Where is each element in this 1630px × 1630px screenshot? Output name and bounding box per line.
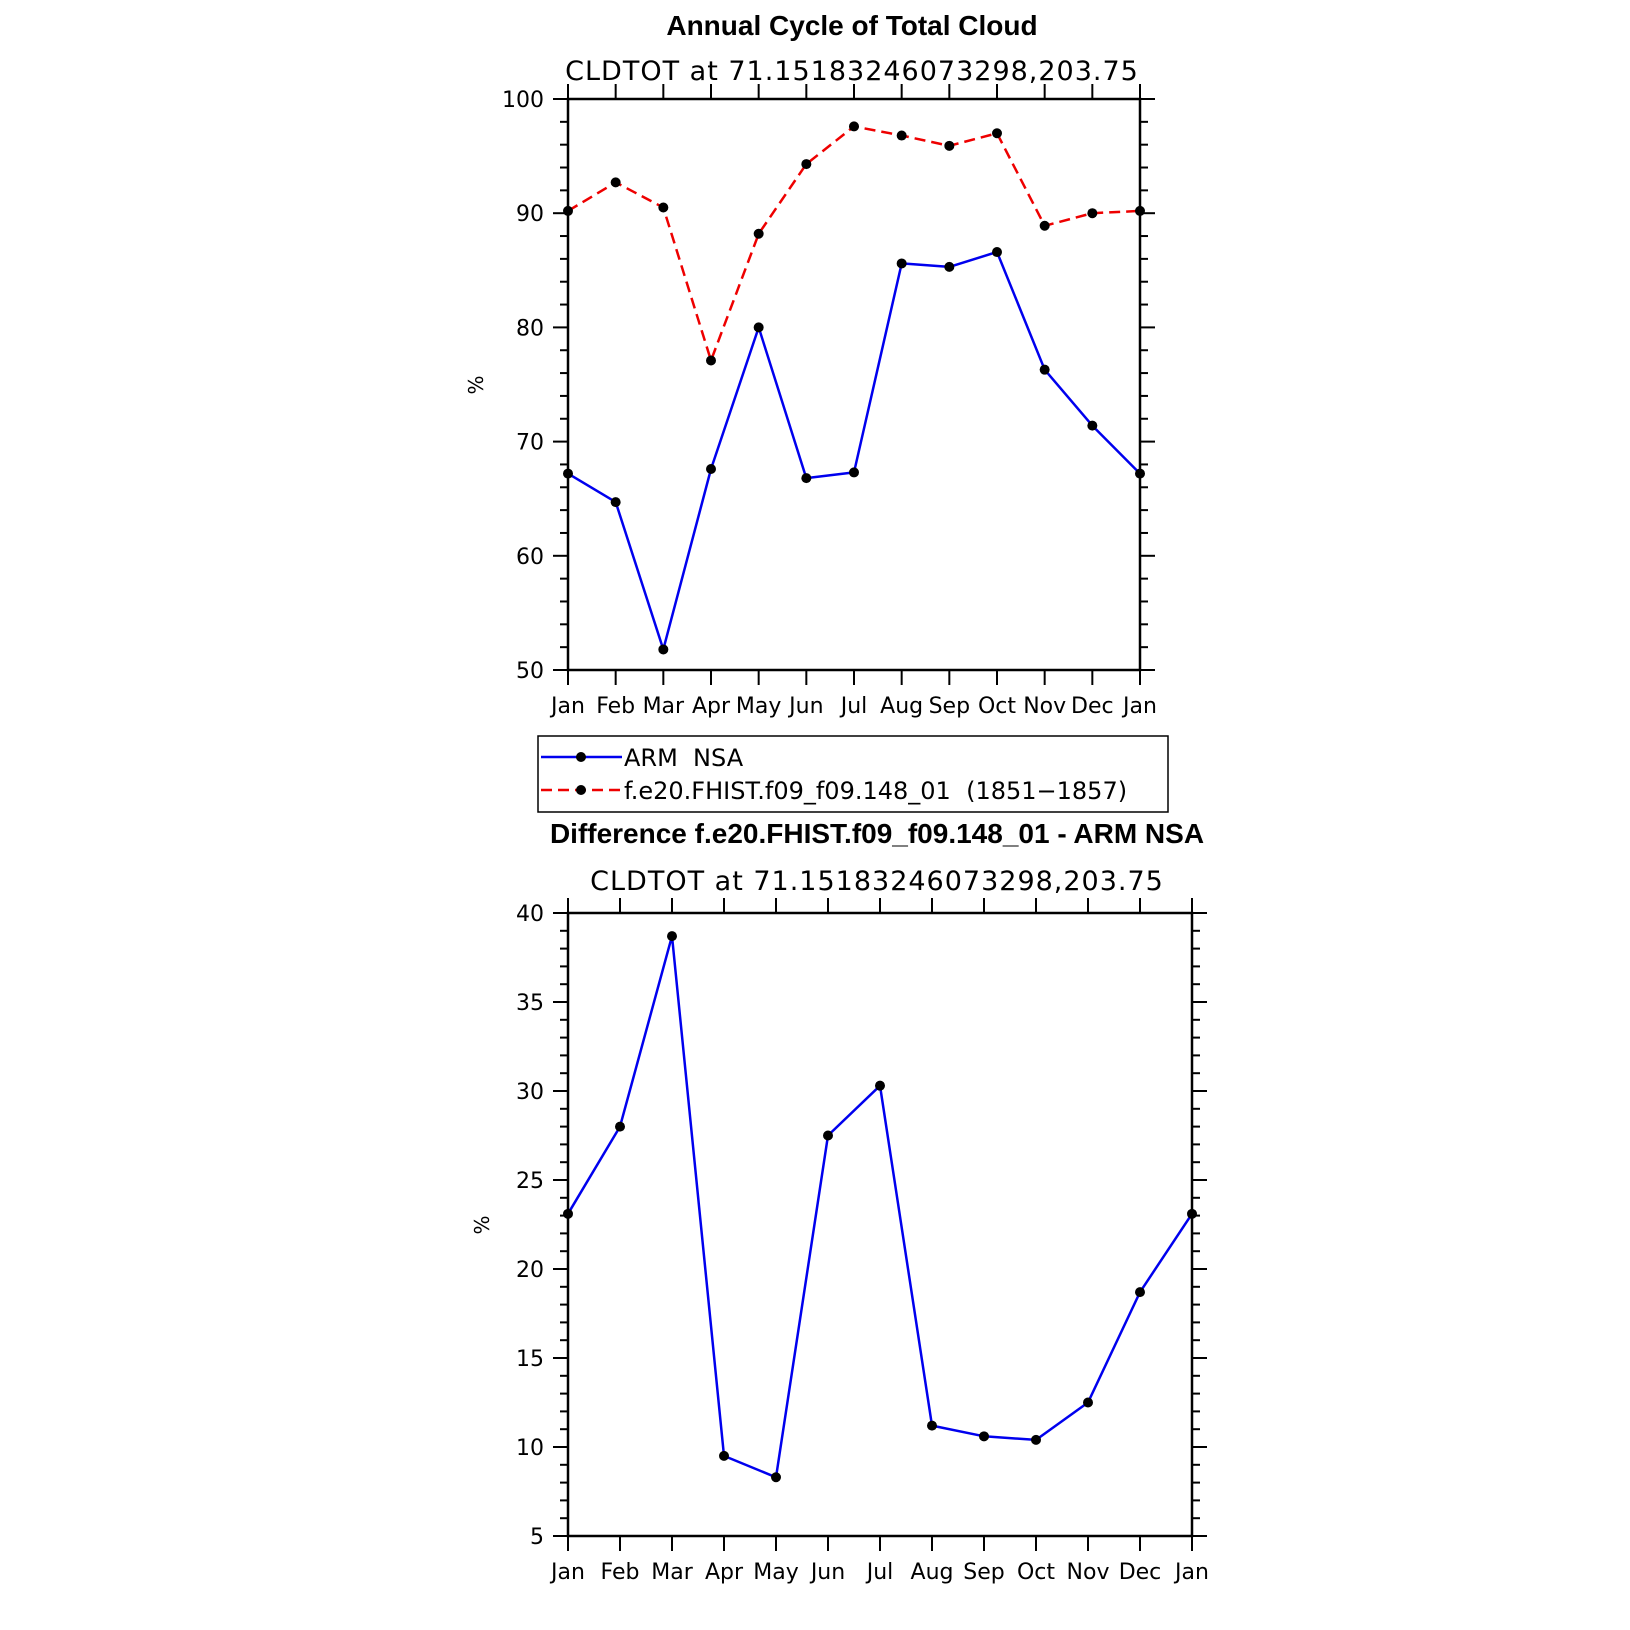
- data-point: [1135, 468, 1145, 479]
- x-tick-label: Feb: [601, 1560, 640, 1585]
- x-tick-label: Jan: [1173, 1560, 1209, 1585]
- y-tick-label: 30: [516, 1080, 544, 1105]
- data-point: [658, 202, 669, 213]
- legend-box: [537, 735, 1169, 813]
- data-point: [615, 1121, 625, 1132]
- data-point: [944, 261, 955, 272]
- annual-cycle-chart: Annual Cycle of Total Cloud CLDTOT at 71…: [464, 10, 1157, 719]
- data-point: [823, 1130, 833, 1141]
- legend-marker-model: [576, 785, 586, 795]
- data-point: [1087, 420, 1098, 431]
- chart-title: Difference f.e20.FHIST.f09_f09.148_01 - …: [550, 818, 1204, 849]
- x-tick-label: Mar: [651, 1560, 693, 1585]
- x-tick-label: Jun: [809, 1560, 845, 1585]
- data-point: [719, 1450, 729, 1461]
- x-tick-label: Dec: [1119, 1560, 1162, 1585]
- x-tick-label: Apr: [692, 694, 731, 719]
- data-point: [1187, 1208, 1197, 1219]
- data-point: [896, 130, 907, 141]
- data-point: [992, 247, 1002, 258]
- x-tick-label: Aug: [880, 694, 923, 719]
- legend-label-arm-nsa: ARM NSA: [624, 744, 744, 772]
- x-tick-label: Jul: [839, 694, 868, 719]
- y-tick-label: 70: [516, 431, 544, 456]
- legend-label-model: f.e20.FHIST.f09_f09.148_01 (1851−1857): [624, 777, 1127, 805]
- y-tick-label: 35: [516, 991, 544, 1016]
- series-line-1: [567, 125, 1141, 362]
- chart-subtitle: CLDTOT at 71.15183246073298,203.75: [565, 56, 1139, 87]
- data-point: [610, 497, 621, 508]
- data-point: [927, 1420, 937, 1431]
- legend: ARM NSA f.e20.FHIST.f09_f09.148_01 (1851…: [537, 735, 1169, 813]
- data-point: [992, 128, 1002, 139]
- data-point: [849, 121, 859, 132]
- x-tick-label: Mar: [643, 694, 685, 719]
- x-tick-label: Sep: [963, 1560, 1004, 1585]
- data-point: [1087, 208, 1098, 219]
- data-point: [1135, 1287, 1145, 1298]
- y-tick-label: 100: [502, 88, 544, 113]
- y-tick-label: 90: [516, 202, 544, 227]
- chart-title: Annual Cycle of Total Cloud: [666, 10, 1037, 41]
- series-line-0: [566, 934, 1194, 1479]
- data-point: [563, 468, 573, 479]
- y-tick-label: 80: [516, 316, 544, 341]
- data-point: [1031, 1434, 1041, 1445]
- data-point: [944, 140, 955, 151]
- data-point: [1135, 205, 1145, 216]
- x-tick-label: Nov: [1023, 694, 1066, 719]
- y-tick-label: 60: [516, 545, 544, 570]
- data-point: [706, 464, 716, 475]
- data-point: [979, 1431, 989, 1442]
- chart-subtitle: CLDTOT at 71.15183246073298,203.75: [590, 866, 1164, 897]
- x-tick-label: Sep: [929, 694, 970, 719]
- data-point: [1083, 1397, 1093, 1408]
- legend-marker-arm-nsa: [576, 752, 586, 762]
- x-tick-label: Jun: [787, 694, 823, 719]
- x-tick-label: May: [753, 1560, 798, 1585]
- data-point: [610, 177, 621, 188]
- x-tick-label: Apr: [705, 1560, 744, 1585]
- x-tick-label: Dec: [1071, 694, 1114, 719]
- data-point: [706, 355, 716, 366]
- data-point: [771, 1472, 781, 1483]
- difference-chart: Difference f.e20.FHIST.f09_f09.148_01 - …: [470, 818, 1209, 1585]
- plot-frame: [566, 911, 1194, 1538]
- plot-frame: [566, 97, 1142, 672]
- x-tick-label: Jan: [549, 1560, 585, 1585]
- data-point: [896, 258, 907, 269]
- data-point: [658, 644, 669, 655]
- x-tick-label: May: [736, 694, 781, 719]
- y-tick-label: 40: [516, 902, 544, 927]
- data-point: [801, 159, 812, 170]
- y-tick-label: 10: [516, 1436, 544, 1461]
- x-tick-label: Aug: [911, 1560, 954, 1585]
- series-line-0: [567, 250, 1141, 651]
- y-tick-label: 50: [516, 659, 544, 684]
- data-point: [563, 205, 573, 216]
- y-tick-label: 15: [516, 1347, 544, 1372]
- x-tick-label: Oct: [978, 694, 1016, 719]
- data-point: [849, 467, 859, 478]
- data-point: [1039, 220, 1050, 231]
- data-point: [667, 931, 677, 942]
- data-point: [801, 473, 812, 484]
- y-tick-label: 5: [530, 1525, 544, 1550]
- y-tick-label: 20: [516, 1258, 544, 1283]
- data-point: [753, 322, 764, 333]
- data-point: [563, 1208, 573, 1219]
- x-tick-label: Jan: [549, 694, 585, 719]
- x-tick-label: Nov: [1067, 1560, 1110, 1585]
- x-tick-label: Feb: [596, 694, 635, 719]
- y-tick-label: 25: [516, 1169, 544, 1194]
- data-point: [875, 1080, 885, 1091]
- y-axis-label: %: [470, 1215, 494, 1234]
- x-tick-label: Jan: [1121, 694, 1157, 719]
- x-tick-label: Oct: [1017, 1560, 1055, 1585]
- data-point: [1039, 364, 1050, 375]
- x-tick-label: Jul: [865, 1560, 894, 1585]
- data-point: [753, 228, 764, 239]
- y-axis-label: %: [464, 375, 488, 394]
